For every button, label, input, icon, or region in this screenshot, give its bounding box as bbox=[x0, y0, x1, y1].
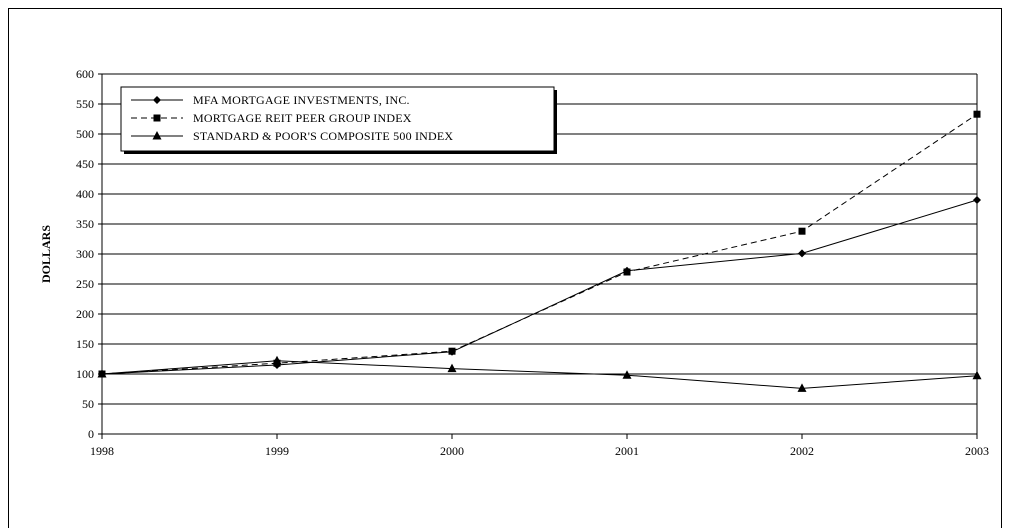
y-axis-label: DOLLARS bbox=[39, 225, 53, 283]
y-tick-label: 600 bbox=[76, 67, 94, 81]
y-tick-label: 450 bbox=[76, 157, 94, 171]
data-point-square bbox=[798, 227, 806, 235]
chart-frame bbox=[8, 8, 1002, 528]
y-tick-label: 500 bbox=[76, 127, 94, 141]
x-tick-label: 2000 bbox=[440, 444, 464, 458]
x-tick-label: 1999 bbox=[265, 444, 289, 458]
legend-marker-square bbox=[153, 114, 161, 122]
data-point-triangle bbox=[622, 370, 632, 379]
y-tick-label: 50 bbox=[82, 397, 94, 411]
data-point-square bbox=[448, 347, 456, 355]
x-tick-label: 2003 bbox=[965, 444, 989, 458]
data-point-triangle bbox=[447, 363, 457, 373]
data-point-square bbox=[973, 110, 981, 118]
y-tick-label: 400 bbox=[76, 187, 94, 201]
y-tick-label: 250 bbox=[76, 277, 94, 291]
series-group bbox=[97, 110, 982, 392]
legend-label: MFA MORTGAGE INVESTMENTS, INC. bbox=[193, 93, 410, 107]
line-chart: 0 50 100 150 200 250 300 350 400 450 500 550 600 199… bbox=[39, 67, 989, 458]
series-diamond bbox=[98, 196, 981, 378]
legend-marker-diamond bbox=[153, 96, 161, 104]
x-tick-label: 2001 bbox=[615, 444, 639, 458]
y-tick-label: 350 bbox=[76, 217, 94, 231]
y-tick-label: 300 bbox=[76, 247, 94, 261]
y-tick-label: 150 bbox=[76, 337, 94, 351]
legend: MFA MORTGAGE INVESTMENTS, INC. MORTGAGE R… bbox=[120, 86, 557, 154]
legend-box bbox=[120, 86, 555, 152]
legend-marker-triangle bbox=[152, 131, 162, 140]
y-tick-label: 550 bbox=[76, 97, 94, 111]
data-point-triangle bbox=[972, 370, 982, 380]
y-tick-label: 0 bbox=[88, 427, 94, 441]
series-line bbox=[101, 199, 978, 375]
x-tick-labels: 1998 1999 2000 2001 2002 2003 bbox=[90, 444, 989, 458]
y-tick-label: 100 bbox=[76, 367, 94, 381]
series-line bbox=[101, 360, 978, 389]
data-point-diamond bbox=[973, 196, 981, 204]
y-tick-label: 200 bbox=[76, 307, 94, 321]
y-tick-labels: 0 50 100 150 200 250 300 350 400 450 500 550 600 bbox=[76, 67, 94, 441]
data-point-square bbox=[623, 268, 631, 276]
legend-label: STANDARD & POOR'S COMPOSITE 500 INDEX bbox=[193, 129, 453, 143]
data-point-triangle bbox=[272, 355, 282, 365]
data-point-diamond bbox=[798, 249, 806, 258]
data-point-triangle bbox=[797, 383, 807, 392]
series-triangle bbox=[97, 355, 982, 392]
x-tick-label: 2002 bbox=[790, 444, 814, 458]
data-point-triangle bbox=[97, 369, 107, 378]
x-tick-label: 1998 bbox=[90, 444, 114, 458]
legend-label: MORTGAGE REIT PEER GROUP INDEX bbox=[193, 111, 412, 125]
